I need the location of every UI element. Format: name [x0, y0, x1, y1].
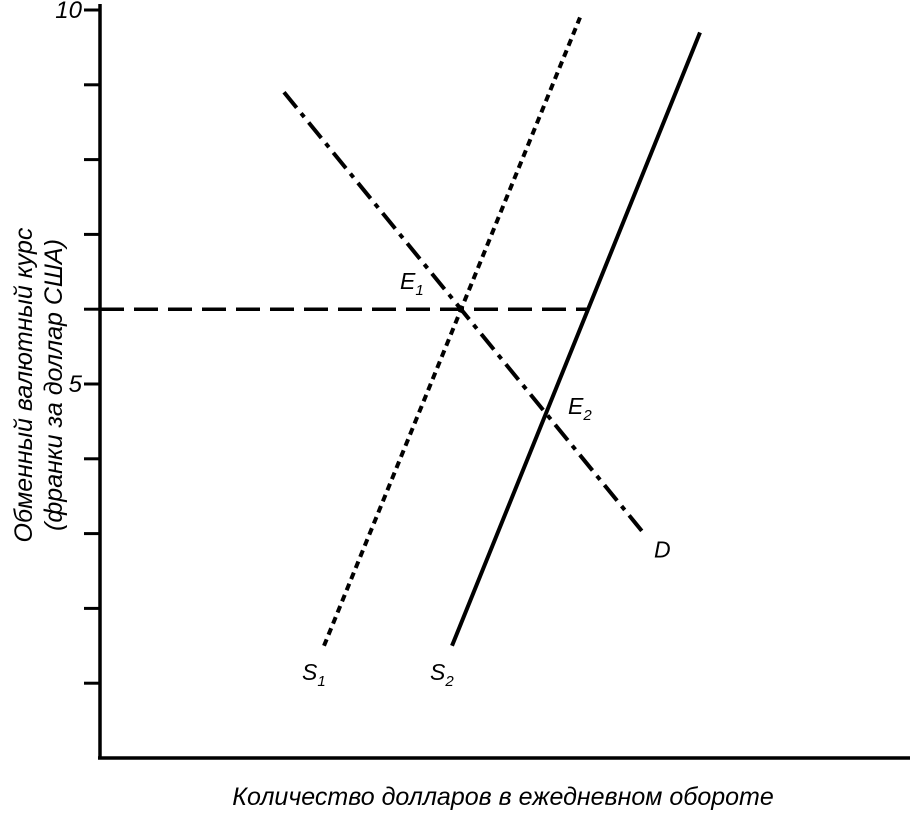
- series-s2-line: [450, 31, 702, 647]
- y-tick-label: 5: [69, 371, 83, 398]
- label-e1: E1: [400, 268, 424, 299]
- label-s1: S1: [302, 659, 326, 690]
- y-ticks: 5 10: [55, 0, 100, 685]
- series-s1-line: [322, 16, 582, 647]
- y-axis-label: Обменный валютный курс (франки за доллар…: [10, 227, 68, 542]
- axes: [98, 4, 910, 760]
- series-d-line: [282, 91, 646, 535]
- y-axis-label-line-2: (франки за доллар США): [40, 239, 68, 531]
- x-axis-label: Количество долларов в ежедневном обороте: [232, 783, 774, 811]
- y-axis-label-line-1: Обменный валютный курс: [10, 227, 38, 542]
- label-d: D: [654, 537, 671, 563]
- label-e2: E2: [568, 393, 592, 424]
- y-tick-label: 10: [55, 0, 82, 24]
- curve-labels: S1 S2 D E1 E2: [302, 268, 671, 690]
- series-group: [282, 16, 702, 647]
- label-s2: S2: [430, 659, 454, 690]
